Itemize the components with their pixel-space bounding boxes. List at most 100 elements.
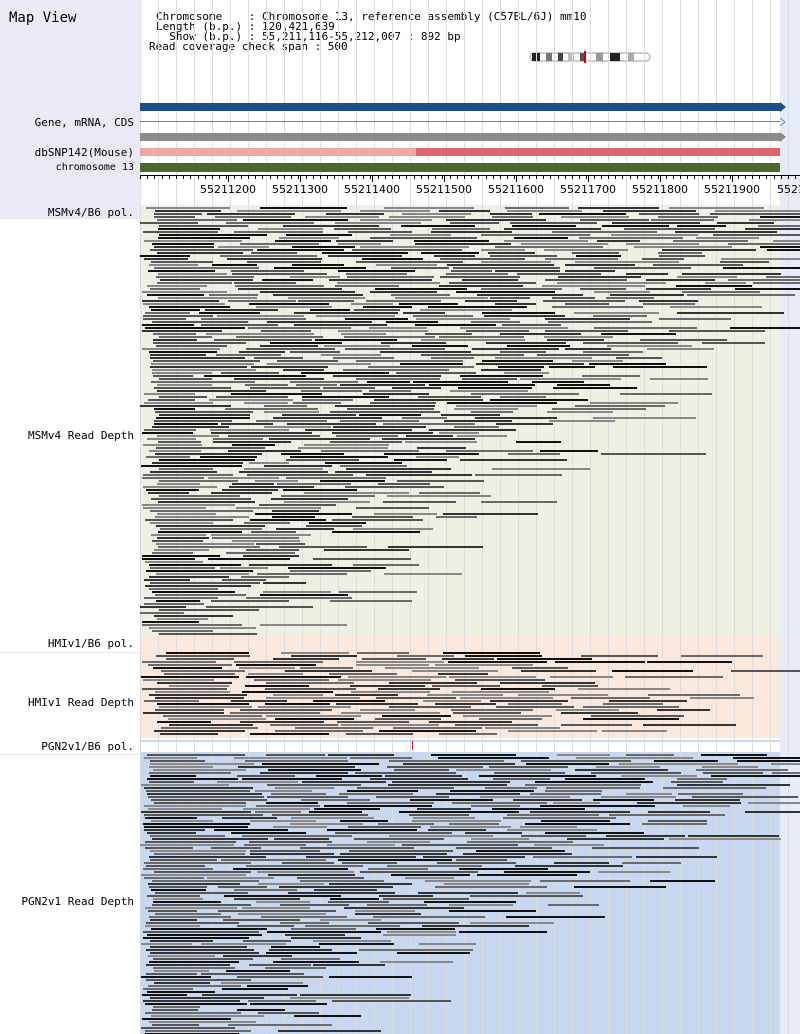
sequence-read[interactable] <box>152 630 213 632</box>
sequence-read[interactable] <box>643 303 695 305</box>
sequence-read[interactable] <box>302 396 389 398</box>
sequence-read[interactable] <box>251 366 328 368</box>
sequence-read[interactable] <box>399 303 458 305</box>
sequence-read[interactable] <box>313 700 385 702</box>
sequence-read[interactable] <box>396 372 476 374</box>
sequence-read[interactable] <box>223 919 300 921</box>
sequence-read[interactable] <box>521 243 608 245</box>
sequence-read[interactable] <box>609 814 725 816</box>
sequence-read[interactable] <box>273 961 359 963</box>
sequence-read[interactable] <box>356 360 463 362</box>
sequence-read[interactable] <box>250 820 316 822</box>
sequence-read[interactable] <box>292 264 344 266</box>
sequence-read[interactable] <box>149 564 241 566</box>
sequence-read[interactable] <box>288 567 386 569</box>
sequence-read[interactable] <box>471 321 520 323</box>
sequence-read[interactable] <box>245 760 348 762</box>
sequence-read[interactable] <box>328 754 394 756</box>
sequence-read[interactable] <box>150 522 213 524</box>
sequence-read[interactable] <box>144 597 218 599</box>
sequence-read[interactable] <box>153 342 246 344</box>
sequence-read[interactable] <box>216 396 288 398</box>
sequence-read[interactable] <box>280 904 349 906</box>
sequence-read[interactable] <box>213 441 291 443</box>
sequence-read[interactable] <box>240 243 319 245</box>
sequence-read[interactable] <box>314 889 377 891</box>
sequence-read[interactable] <box>338 859 452 861</box>
sequence-read[interactable] <box>486 342 566 344</box>
sequence-read[interactable] <box>441 414 500 416</box>
sequence-read[interactable] <box>321 450 419 452</box>
sequence-read[interactable] <box>459 931 547 933</box>
sequence-read[interactable] <box>226 222 314 224</box>
sequence-read[interactable] <box>565 778 645 780</box>
sequence-read[interactable] <box>156 543 254 545</box>
sequence-read[interactable] <box>601 333 676 335</box>
dbsnp-bar-dark[interactable] <box>416 148 780 156</box>
sequence-read[interactable] <box>249 964 311 966</box>
sequence-read[interactable] <box>423 700 481 702</box>
sequence-read[interactable] <box>313 558 411 560</box>
sequence-read[interactable] <box>438 757 549 759</box>
sequence-read[interactable] <box>159 495 240 497</box>
sequence-read[interactable] <box>682 273 781 275</box>
sequence-read[interactable] <box>520 378 621 380</box>
sequence-read[interactable] <box>506 916 605 918</box>
sequence-read[interactable] <box>146 865 205 867</box>
sequence-read[interactable] <box>146 790 250 792</box>
sequence-read[interactable] <box>367 841 430 843</box>
sequence-read[interactable] <box>413 817 475 819</box>
sequence-read[interactable] <box>243 808 310 810</box>
sequence-read[interactable] <box>622 862 681 864</box>
sequence-read[interactable] <box>158 228 220 230</box>
sequence-read[interactable] <box>475 474 562 476</box>
sequence-read[interactable] <box>329 673 397 675</box>
sequence-read[interactable] <box>503 817 616 819</box>
sequence-read[interactable] <box>376 264 437 266</box>
sequence-read[interactable] <box>247 261 321 263</box>
sequence-read[interactable] <box>211 600 289 602</box>
sequence-read[interactable] <box>439 285 523 287</box>
sequence-read[interactable] <box>146 979 251 981</box>
sequence-read[interactable] <box>238 766 355 768</box>
sequence-read[interactable] <box>155 691 230 693</box>
sequence-read[interactable] <box>405 877 454 879</box>
sequence-read[interactable] <box>152 426 229 428</box>
sequence-read[interactable] <box>400 363 463 365</box>
sequence-read[interactable] <box>237 210 341 212</box>
sequence-read[interactable] <box>328 255 402 257</box>
sequence-read[interactable] <box>415 324 496 326</box>
sequence-read[interactable] <box>158 237 250 239</box>
sequence-read[interactable] <box>449 676 536 678</box>
sequence-read[interactable] <box>450 390 528 392</box>
sequence-read[interactable] <box>552 408 646 410</box>
sequence-read[interactable] <box>352 249 462 251</box>
sequence-read[interactable] <box>556 709 619 711</box>
sequence-read[interactable] <box>459 868 548 870</box>
sequence-read[interactable] <box>702 766 758 768</box>
sequence-read[interactable] <box>720 261 769 263</box>
sequence-read[interactable] <box>320 919 381 921</box>
sequence-read[interactable] <box>471 393 579 395</box>
sequence-read[interactable] <box>159 706 252 708</box>
sequence-read[interactable] <box>319 943 394 945</box>
sequence-read[interactable] <box>149 576 229 578</box>
sequence-read[interactable] <box>258 1012 319 1014</box>
sequence-read[interactable] <box>275 787 334 789</box>
sequence-read[interactable] <box>504 228 601 230</box>
sequence-read[interactable] <box>545 330 628 332</box>
sequence-read[interactable] <box>212 537 299 539</box>
sequence-read[interactable] <box>603 210 696 212</box>
sequence-read[interactable] <box>383 898 469 900</box>
sequence-read[interactable] <box>208 477 279 479</box>
sequence-read[interactable] <box>387 931 456 933</box>
sequence-read[interactable] <box>359 949 473 951</box>
sequence-read[interactable] <box>580 288 626 290</box>
sequence-read[interactable] <box>391 294 450 296</box>
sequence-read[interactable] <box>489 766 568 768</box>
sequence-read[interactable] <box>266 754 325 756</box>
sequence-read[interactable] <box>436 516 477 518</box>
sequence-read[interactable] <box>257 573 347 575</box>
sequence-read[interactable] <box>321 354 381 356</box>
sequence-read[interactable] <box>335 222 421 224</box>
